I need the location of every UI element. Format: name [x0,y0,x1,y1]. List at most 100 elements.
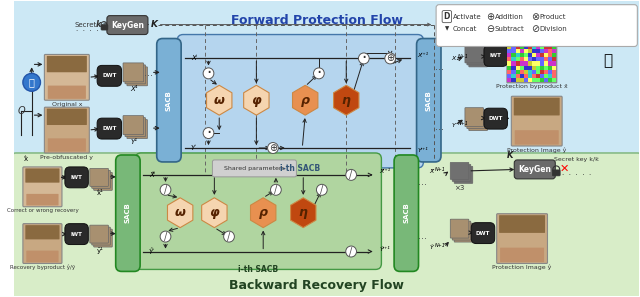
Text: Subtract: Subtract [495,26,524,31]
Text: ·  ·  ·  ·  ·: · · · · · [562,172,591,178]
FancyBboxPatch shape [516,40,520,45]
FancyBboxPatch shape [508,53,511,57]
Text: φ: φ [252,94,261,107]
FancyBboxPatch shape [511,78,516,82]
FancyBboxPatch shape [532,45,536,49]
FancyBboxPatch shape [516,57,520,61]
Text: Secret: Secret [75,22,97,28]
Circle shape [358,53,369,64]
FancyBboxPatch shape [511,57,516,61]
FancyBboxPatch shape [452,221,471,240]
Text: Y¹: Y¹ [131,139,138,145]
FancyBboxPatch shape [499,215,545,233]
FancyBboxPatch shape [48,138,86,151]
FancyBboxPatch shape [548,53,552,57]
Text: D: D [444,12,450,21]
FancyBboxPatch shape [26,194,58,206]
Text: ⊕: ⊕ [269,143,277,153]
FancyBboxPatch shape [548,57,552,61]
Text: X̂: X̂ [429,169,433,174]
FancyBboxPatch shape [44,107,90,153]
Text: Ŷⁱ: Ŷⁱ [149,248,154,255]
FancyBboxPatch shape [26,225,60,239]
FancyBboxPatch shape [528,45,532,49]
FancyBboxPatch shape [524,45,528,49]
FancyBboxPatch shape [212,160,296,177]
Text: η: η [342,94,351,107]
Text: ω: ω [175,206,186,219]
Text: /: / [275,185,278,195]
FancyBboxPatch shape [532,53,536,57]
FancyBboxPatch shape [44,54,90,100]
FancyBboxPatch shape [508,78,511,82]
FancyBboxPatch shape [116,155,140,271]
FancyBboxPatch shape [528,49,532,53]
Text: O: O [17,106,25,116]
Text: ⊕: ⊕ [386,53,394,64]
Text: /: / [320,185,323,195]
Text: DWT: DWT [476,230,490,236]
FancyBboxPatch shape [528,70,532,74]
FancyBboxPatch shape [548,61,552,66]
FancyBboxPatch shape [508,57,511,61]
Text: ⊕: ⊕ [486,12,494,22]
FancyBboxPatch shape [520,78,524,82]
FancyBboxPatch shape [516,78,520,82]
FancyBboxPatch shape [107,16,148,34]
Text: N+1: N+1 [458,54,468,59]
FancyBboxPatch shape [92,227,110,245]
FancyBboxPatch shape [544,74,548,78]
Text: Concat: Concat [452,26,477,31]
Text: Correct or wrong recovery: Correct or wrong recovery [6,208,78,213]
FancyBboxPatch shape [552,57,556,61]
FancyBboxPatch shape [532,78,536,82]
FancyBboxPatch shape [544,78,548,82]
FancyBboxPatch shape [552,66,556,70]
FancyBboxPatch shape [528,53,532,57]
FancyBboxPatch shape [511,66,516,70]
FancyBboxPatch shape [47,56,87,72]
Text: ···: ··· [144,71,153,81]
FancyBboxPatch shape [93,229,112,247]
Text: Yⁱ: Yⁱ [191,145,196,151]
FancyBboxPatch shape [465,108,483,127]
FancyBboxPatch shape [11,0,640,162]
Polygon shape [244,85,269,115]
FancyBboxPatch shape [23,167,62,207]
Text: N+1: N+1 [435,243,446,248]
FancyBboxPatch shape [514,98,560,116]
FancyBboxPatch shape [532,49,536,53]
FancyBboxPatch shape [540,40,544,45]
Text: Shared parameters: Shared parameters [224,166,285,171]
Polygon shape [292,85,318,115]
FancyBboxPatch shape [540,53,544,57]
FancyBboxPatch shape [544,49,548,53]
Text: Pre-obfuscated y: Pre-obfuscated y [40,155,93,160]
FancyBboxPatch shape [135,153,381,269]
FancyBboxPatch shape [516,70,520,74]
Text: ρ: ρ [301,94,310,107]
FancyBboxPatch shape [511,53,516,57]
FancyBboxPatch shape [548,40,552,45]
FancyBboxPatch shape [524,78,528,82]
FancyBboxPatch shape [127,120,147,138]
Text: ⊘: ⊘ [531,23,539,34]
FancyBboxPatch shape [484,45,508,67]
Text: ···: ··· [435,65,444,75]
FancyBboxPatch shape [540,61,544,66]
FancyBboxPatch shape [540,74,544,78]
Polygon shape [250,198,276,228]
FancyBboxPatch shape [93,172,112,190]
Text: Forward Protection Flow: Forward Protection Flow [231,14,403,27]
FancyBboxPatch shape [536,45,540,49]
Text: k: k [96,20,102,29]
Text: ρ: ρ [259,206,268,219]
FancyBboxPatch shape [552,61,556,66]
FancyBboxPatch shape [469,112,488,131]
FancyBboxPatch shape [532,74,536,78]
FancyBboxPatch shape [508,74,511,78]
Text: ⚠: ⚠ [101,22,107,28]
Text: 🗑: 🗑 [604,53,612,68]
Polygon shape [207,85,232,115]
Text: SACB: SACB [125,202,131,223]
